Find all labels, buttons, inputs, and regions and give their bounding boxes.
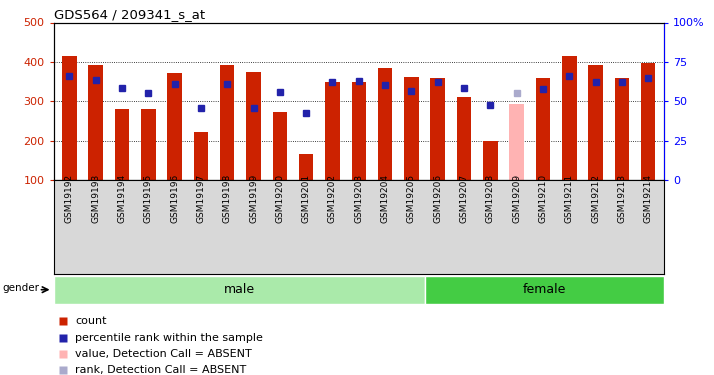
Bar — [483, 141, 498, 180]
Bar — [193, 132, 208, 180]
Text: rank, Detection Call = ABSENT: rank, Detection Call = ABSENT — [75, 365, 246, 375]
Bar — [404, 77, 418, 180]
Bar — [641, 63, 655, 180]
Bar — [378, 68, 392, 180]
Bar — [588, 64, 603, 180]
Bar — [615, 78, 629, 180]
Bar — [299, 154, 313, 180]
Bar — [431, 78, 445, 180]
Bar — [536, 78, 550, 180]
Bar — [562, 56, 576, 180]
Bar — [62, 56, 76, 180]
Bar — [273, 112, 287, 180]
Bar — [425, 276, 664, 304]
Bar — [351, 82, 366, 180]
Text: percentile rank within the sample: percentile rank within the sample — [75, 333, 263, 343]
Bar — [115, 109, 129, 180]
Text: male: male — [223, 283, 255, 296]
Text: female: female — [523, 283, 566, 296]
Bar — [220, 64, 234, 180]
Bar — [54, 276, 425, 304]
Text: value, Detection Call = ABSENT: value, Detection Call = ABSENT — [75, 349, 251, 359]
Bar — [326, 82, 340, 180]
Bar — [457, 96, 471, 180]
Text: gender: gender — [3, 283, 40, 293]
Bar — [89, 64, 103, 180]
Bar — [141, 109, 156, 180]
Bar — [167, 73, 182, 180]
Bar — [509, 104, 524, 180]
Bar — [246, 72, 261, 180]
Text: GDS564 / 209341_s_at: GDS564 / 209341_s_at — [54, 8, 205, 21]
Text: count: count — [75, 316, 106, 326]
